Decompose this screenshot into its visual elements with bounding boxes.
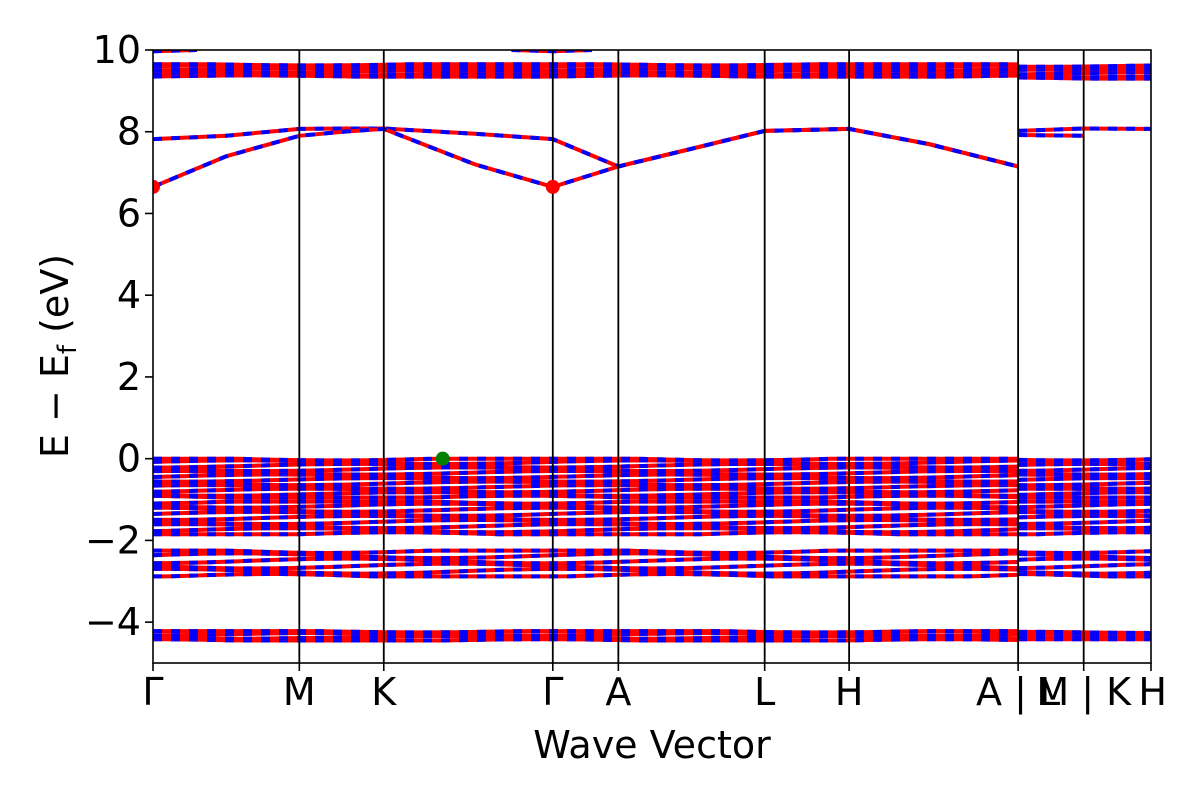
band-line	[1018, 518, 1151, 526]
spin-down-line	[153, 548, 1019, 556]
band-line	[1018, 480, 1151, 488]
y-tick-label: 6	[117, 191, 141, 235]
band-line	[1018, 70, 1151, 77]
x-tick-label: Γ	[142, 670, 163, 714]
band-line	[153, 629, 1019, 635]
band-line	[1018, 549, 1151, 555]
x-tick-label: K	[371, 670, 397, 714]
y-tick-label: −4	[85, 600, 141, 644]
x-tick-label: M | K	[1036, 670, 1132, 715]
spin-down-line	[1018, 480, 1151, 488]
x-tick-label: A | L	[976, 670, 1060, 715]
spin-down-line	[1018, 508, 1151, 514]
spin-down-line	[1018, 569, 1151, 576]
y-tick-label: 2	[117, 355, 141, 399]
band-line	[1018, 633, 1151, 640]
x-tick-label: H	[1138, 670, 1167, 714]
spin-down-line	[1018, 562, 1151, 571]
spin-down-line	[1018, 70, 1151, 77]
spin-down-line	[153, 62, 1019, 68]
band-line	[153, 556, 1019, 566]
y-axis-label: E − Ef (eV)	[33, 254, 83, 458]
y-axis-label-main: E − E	[33, 354, 77, 458]
band-edge-marker	[545, 179, 560, 194]
spin-down-line	[1018, 524, 1151, 531]
x-tick-label: M	[283, 670, 316, 714]
high-symmetry-lines	[298, 50, 1085, 663]
spin-down-line	[1018, 490, 1151, 497]
spin-down-line	[153, 461, 1019, 470]
y-axis-label-subscript: f	[53, 344, 83, 354]
band-line	[1018, 490, 1151, 497]
band-line	[153, 499, 1019, 506]
band-line	[1018, 457, 1151, 463]
y-tick-label: 10	[93, 28, 141, 72]
y-tick-label: 8	[117, 110, 141, 154]
band-line	[153, 62, 1019, 68]
conduction-band	[1018, 133, 1084, 138]
band-edge-marker	[435, 451, 450, 466]
band-edge-markers	[153, 179, 560, 466]
spin-down-line	[153, 556, 1019, 566]
band-line	[1018, 471, 1151, 477]
spin-down-line	[153, 629, 1019, 635]
x-tick-label: H	[835, 670, 864, 714]
band-line	[153, 456, 1019, 463]
plot-frame	[152, 49, 1152, 664]
band-line	[1018, 524, 1151, 531]
y-axis-ticks: −4 −2 0 2 4 6 8 10	[85, 28, 153, 644]
spin-down-line	[1018, 471, 1151, 477]
x-tick-label: L	[754, 670, 775, 714]
spin-down-line	[1018, 126, 1151, 133]
x-tick-label: Γ	[542, 670, 563, 714]
band-line	[1018, 74, 1151, 80]
y-tick-label: 4	[117, 273, 141, 317]
spin-down-line	[1018, 74, 1151, 80]
spin-down-line	[153, 499, 1019, 506]
spin-down-line	[1018, 518, 1151, 526]
band-line	[1018, 63, 1151, 69]
spin-down-line	[1018, 465, 1151, 473]
band-line	[153, 513, 1019, 522]
band-line	[1018, 569, 1151, 576]
band-line	[1018, 508, 1151, 514]
y-tick-label: −2	[85, 518, 141, 562]
x-tick-label: A	[605, 670, 631, 714]
spin-down-line	[1018, 133, 1084, 138]
band-line	[153, 548, 1019, 556]
spin-down-line	[153, 456, 1019, 463]
band-line	[153, 461, 1019, 470]
y-axis-label-unit: (eV)	[33, 254, 77, 345]
band-line	[1018, 465, 1151, 473]
x-axis-label: Wave Vector	[533, 723, 771, 767]
band-line	[1018, 562, 1151, 571]
spin-down-line	[1018, 457, 1151, 463]
spin-down-line	[1018, 629, 1151, 635]
spin-down-line	[1018, 549, 1151, 555]
band-line	[1018, 629, 1151, 635]
spin-down-line	[1018, 63, 1151, 69]
spin-down-line	[1018, 501, 1151, 510]
spin-down-line	[1018, 633, 1151, 640]
band-line	[1018, 501, 1151, 510]
y-tick-label: 0	[117, 437, 141, 481]
band-edge-marker	[153, 179, 160, 194]
spin-down-line	[153, 513, 1019, 522]
